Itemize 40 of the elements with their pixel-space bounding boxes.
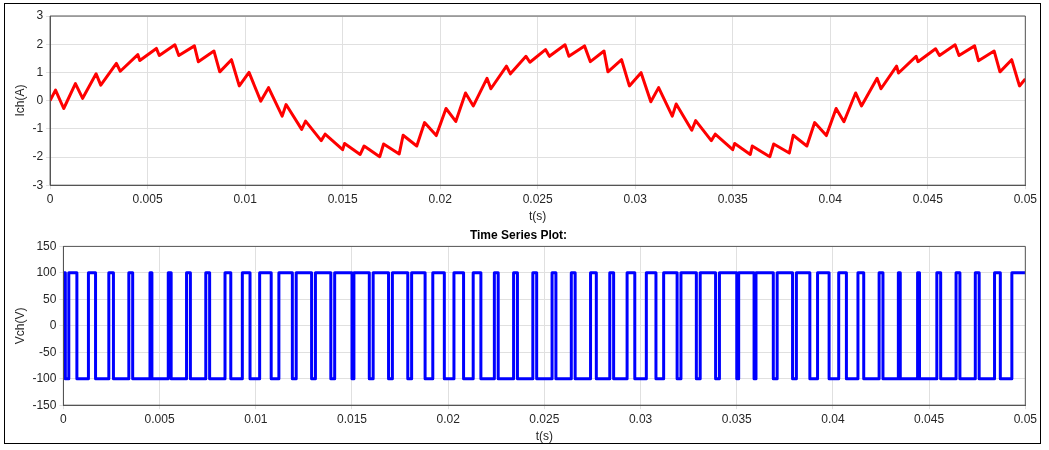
x-tick-label: 0.05 xyxy=(1013,191,1038,206)
y-tick-label: -2 xyxy=(32,149,44,164)
y-tick-label: -50 xyxy=(39,344,57,359)
y-tick-label: 150 xyxy=(36,238,57,253)
y-tick-label: 100 xyxy=(36,265,57,280)
y-tick-label: 50 xyxy=(43,291,57,306)
y-tick-label: 0 xyxy=(36,92,44,107)
x-tick-label: 0.05 xyxy=(1013,411,1038,426)
x-tick-label: 0 xyxy=(60,411,68,426)
x-tick-label: 0.045 xyxy=(914,411,945,426)
y-tick-label: -1 xyxy=(32,121,44,136)
y-tick-label: 1 xyxy=(36,64,44,79)
x-tick-label: 0.01 xyxy=(244,411,268,426)
y-tick-label: 2 xyxy=(36,36,44,51)
x-tick-label: 0.02 xyxy=(428,191,453,206)
y-tick-label: -3 xyxy=(32,177,44,192)
x-axis-title: t(s) xyxy=(529,209,547,224)
x-tick-label: 0.045 xyxy=(912,191,944,206)
x-tick-label: 0.035 xyxy=(721,411,753,426)
y-tick-label: -100 xyxy=(32,371,57,386)
x-axis-title: t(s) xyxy=(535,429,554,444)
x-tick-label: 0.03 xyxy=(623,191,648,206)
x-tick-label: 0.015 xyxy=(336,411,368,426)
x-tick-label: 0.035 xyxy=(717,191,749,206)
x-tick-label: 0.01 xyxy=(233,191,258,206)
y-axis-title: Vch(V) xyxy=(12,307,27,345)
chart-title: Time Series Plot: xyxy=(469,227,568,242)
x-tick-label: 0.04 xyxy=(821,411,845,426)
x-tick-label: 0.04 xyxy=(818,191,843,206)
x-tick-label: 0.02 xyxy=(436,411,461,426)
y-tick-label: 3 xyxy=(36,8,44,23)
y-axis-title: Ich(A) xyxy=(12,84,27,117)
y-tick-label: 0 xyxy=(49,318,57,333)
x-tick-label: 0.015 xyxy=(327,191,358,206)
x-tick-label: 0.03 xyxy=(628,411,653,426)
x-tick-label: 0.025 xyxy=(529,411,560,426)
x-tick-label: 0.025 xyxy=(522,191,554,206)
x-tick-label: 0.005 xyxy=(132,191,163,206)
x-tick-label: 0.005 xyxy=(144,411,175,426)
y-tick-label: -150 xyxy=(32,397,57,412)
